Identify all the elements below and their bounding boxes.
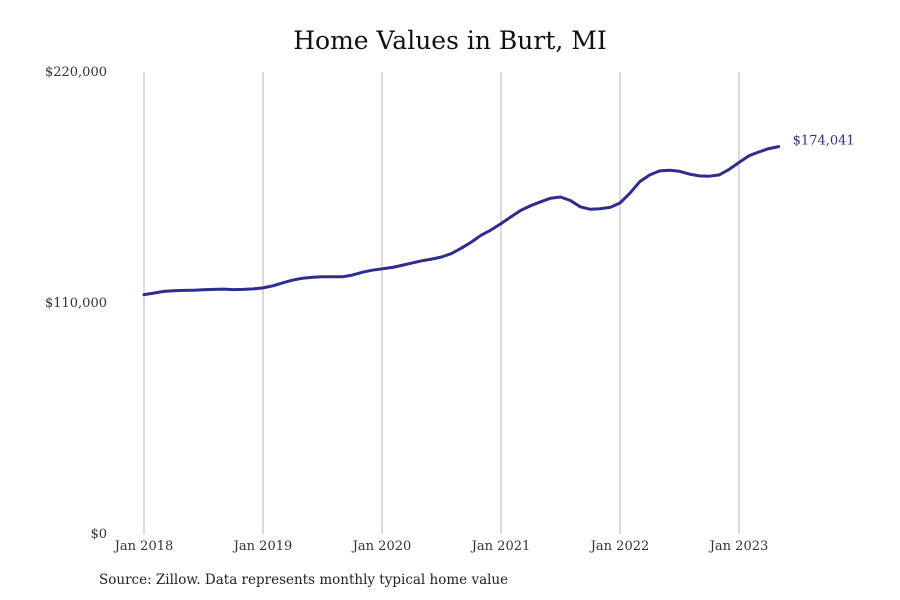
x-tick-label: Jan 2020 — [351, 539, 412, 554]
series-layer: $174,041 — [142, 134, 855, 297]
x-tick-label: Jan 2022 — [589, 539, 650, 554]
x-tick-label: Jan 2021 — [470, 539, 531, 554]
chart-title: Home Values in Burt, MI — [293, 26, 607, 55]
y-tick-label: $110,000 — [45, 296, 107, 311]
source-note: Source: Zillow. Data represents monthly … — [99, 572, 509, 588]
y-tick-label: $0 — [90, 527, 107, 542]
x-tick-label: Jan 2023 — [708, 539, 769, 554]
y-tick-label: $220,000 — [45, 65, 107, 80]
y-axis: $0 $110,000 $220,000 — [45, 65, 107, 542]
x-tick-label: Jan 2019 — [232, 539, 293, 554]
end-value-label: $174,041 — [793, 134, 855, 149]
series-line — [142, 145, 781, 297]
x-axis: Jan 2018 Jan 2019 Jan 2020 Jan 2021 Jan 2022… — [113, 539, 769, 554]
x-tick-label: Jan 2018 — [113, 539, 174, 554]
gridlines — [143, 72, 740, 534]
